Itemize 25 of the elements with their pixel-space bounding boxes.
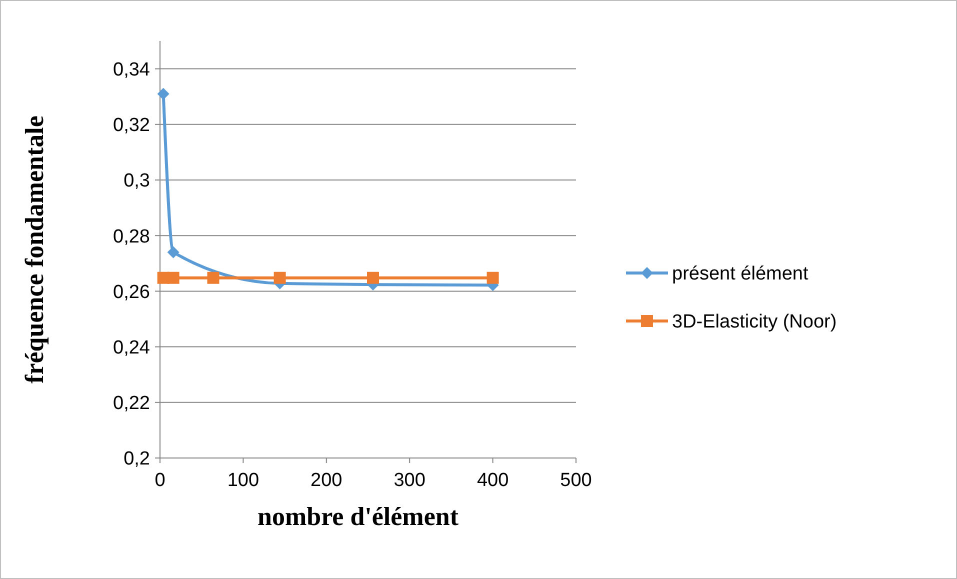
legend-label: 3D-Elasticity (Noor) bbox=[672, 312, 837, 333]
y-tick-label: 0,3 bbox=[124, 170, 150, 192]
x-tick-label: 0 bbox=[154, 470, 166, 491]
x-tick-label: 500 bbox=[560, 470, 592, 491]
x-tick-label: 300 bbox=[394, 470, 426, 491]
x-tick-label: 400 bbox=[476, 470, 509, 491]
point bbox=[157, 88, 170, 100]
point bbox=[167, 246, 180, 258]
y-tick-label: 0,24 bbox=[113, 337, 150, 358]
point bbox=[366, 272, 379, 284]
point bbox=[167, 272, 180, 284]
y-tick-label: 0,2 bbox=[124, 448, 150, 470]
y-axis-title: fréquence fondamentale bbox=[20, 116, 49, 384]
x-tick-label: 200 bbox=[310, 470, 342, 491]
x-axis-title: nombre d'élément bbox=[258, 502, 459, 531]
legend-label: présent élément bbox=[672, 264, 809, 285]
y-tick-label: 0,26 bbox=[113, 282, 150, 303]
point bbox=[274, 272, 286, 284]
y-tick-label: 0,22 bbox=[113, 393, 150, 414]
x-tick-label: 100 bbox=[227, 470, 260, 491]
y-tick-label: 0,28 bbox=[113, 226, 150, 248]
y-tick-label: 0,34 bbox=[113, 59, 150, 80]
point bbox=[207, 272, 220, 284]
y-tick-label: 0,32 bbox=[113, 115, 150, 136]
point bbox=[486, 272, 499, 284]
